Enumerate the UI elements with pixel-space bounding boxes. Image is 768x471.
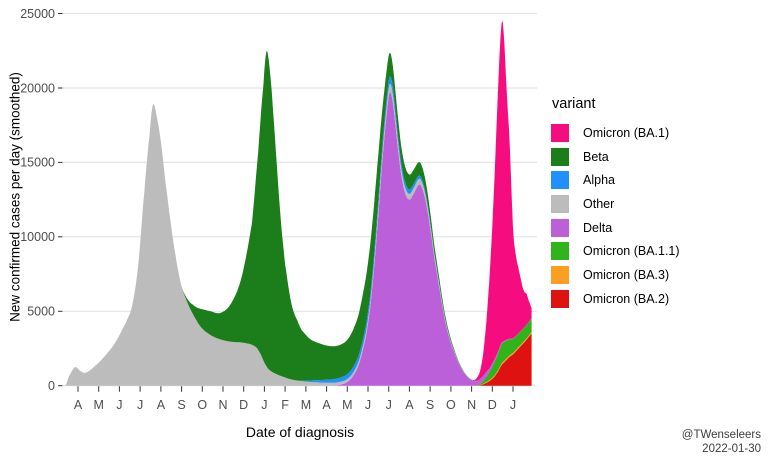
x-tick-label: D: [239, 398, 248, 412]
x-tick-label: O: [446, 398, 456, 412]
y-tick-label: 5000: [27, 305, 55, 319]
x-tick-label: S: [426, 398, 434, 412]
legend-label: Alpha: [583, 173, 615, 188]
x-tick-label: M: [342, 398, 352, 412]
x-tick-label: J: [510, 398, 516, 412]
legend-item: Omicron (BA.1.1): [551, 239, 680, 263]
area-band-omicron-ba11: [65, 318, 532, 386]
legend-item: Beta: [551, 145, 680, 169]
x-tick-label: A: [322, 398, 331, 412]
legend-label: Omicron (BA.1.1): [583, 244, 680, 259]
legend-label: Omicron (BA.1): [583, 125, 670, 140]
legend-label: Delta: [583, 220, 613, 235]
legend-swatch: [551, 147, 569, 166]
legend: variant Omicron (BA.1) Beta Alpha Other Delt…: [551, 96, 680, 311]
legend-item: Alpha: [551, 168, 680, 192]
x-tick-label: J: [386, 398, 392, 412]
x-tick-label: A: [157, 398, 166, 412]
x-tick-label: F: [281, 398, 289, 412]
attribution: @TWenseleers 2022-01-30: [682, 429, 761, 457]
legend-swatch: [551, 123, 569, 142]
y-tick-label: 0: [48, 379, 55, 393]
legend-swatch: [551, 265, 569, 284]
x-tick-label: J: [137, 398, 143, 412]
legend-item: Delta: [551, 216, 680, 240]
legend-label: Beta: [583, 149, 609, 164]
y-tick-label: 15000: [20, 156, 55, 170]
legend-item: Omicron (BA.2): [551, 287, 680, 311]
legend-title: variant: [552, 96, 596, 112]
x-tick-label: J: [116, 398, 122, 412]
area-band-delta: [65, 92, 532, 386]
x-tick-label: D: [488, 398, 497, 412]
x-tick-label: A: [405, 398, 414, 412]
x-tick-label: J: [261, 398, 267, 412]
x-tick-label: N: [218, 398, 227, 412]
legend-swatch: [551, 218, 569, 237]
attribution-date: 2022-01-30: [702, 442, 761, 455]
y-tick-label: 10000: [20, 230, 55, 244]
y-axis-title: New confirmed cases per day (smoothed): [7, 72, 23, 322]
legend-item: Omicron (BA.3): [551, 263, 680, 287]
y-tick-label: 25000: [20, 7, 55, 21]
x-tick-label: S: [177, 398, 185, 412]
legend-swatch: [551, 171, 569, 190]
x-tick-label: J: [365, 398, 371, 412]
legend-item: Omicron (BA.1): [551, 121, 680, 145]
x-tick-label: A: [74, 398, 83, 412]
area-band-other: [65, 84, 532, 386]
legend-label: Omicron (BA.2): [583, 291, 670, 306]
legend-swatch: [551, 289, 569, 308]
legend-item: Other: [551, 192, 680, 216]
legend-swatch: [551, 194, 569, 213]
legend-label: Other: [583, 196, 615, 211]
area-band-omicron-ba1: [65, 20, 532, 386]
x-tick-label: M: [93, 398, 103, 412]
x-tick-label: O: [197, 398, 207, 412]
x-axis-title: Date of diagnosis: [245, 424, 355, 440]
attribution-handle: @TWenseleers: [681, 429, 761, 441]
y-tick-label: 20000: [20, 81, 55, 95]
x-tick-label: M: [301, 398, 311, 412]
legend-label: Omicron (BA.3): [583, 267, 670, 282]
legend-swatch: [551, 242, 569, 261]
x-tick-label: N: [467, 398, 476, 412]
